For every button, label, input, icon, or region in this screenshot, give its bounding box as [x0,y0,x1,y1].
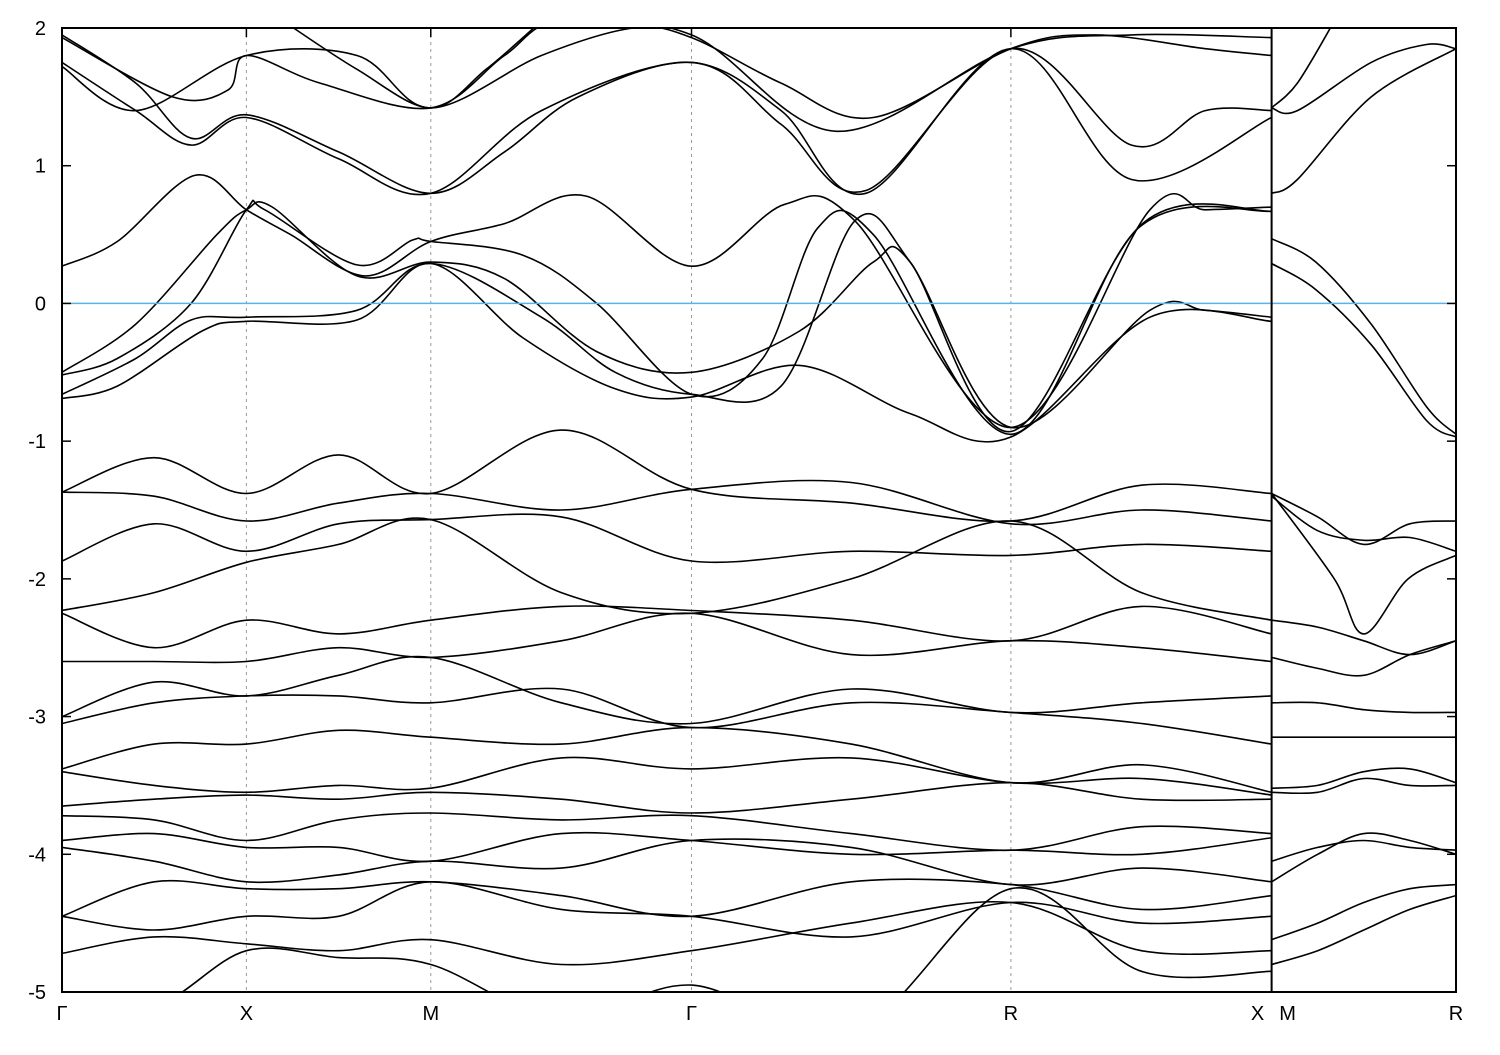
band-line [62,174,1272,429]
band-line [62,687,1272,745]
band-line-m-r [1271,43,1456,115]
band-line [62,201,1272,433]
bands [62,28,1456,992]
band-line [62,781,1272,814]
band-line [62,831,1272,863]
band-line-m-r [1271,28,1332,109]
band-line [62,901,1272,966]
band-line [62,517,1272,621]
band-line [62,429,1272,523]
band-line [292,28,535,109]
band-line [62,199,1272,436]
band-line [62,612,1272,664]
y-axis: 2 1 0 -1 -2 -3 -4 -5 [28,18,1456,1004]
y-tick-label: -1 [28,431,46,453]
band-line-m-r [1271,701,1456,714]
band-line [62,34,1272,196]
band-line-m-r [1270,493,1456,635]
x-tick-label: Γ [686,1003,697,1025]
band-line [62,838,1272,886]
x-tick-label: R [1449,1003,1463,1025]
y-tick-label: -3 [28,707,46,729]
plot-frame [61,27,1457,993]
y-tick-label: -2 [28,569,46,591]
x-tick-label: Γ [56,1003,67,1025]
band-line-m-r [1271,839,1456,862]
band-line-m-r [1271,237,1456,435]
band-line-m-r [1271,894,1456,966]
band-line [62,479,1272,526]
band-line-m-r [1271,767,1456,789]
band-line [62,878,1272,918]
x-tick-label: M [422,1003,439,1025]
x-tick-label: X [240,1003,253,1025]
y-tick-label: -4 [28,844,46,866]
y-tick-label: 2 [35,18,46,40]
band-line-m-r [1271,495,1456,553]
band-line-m-r [1271,619,1456,656]
band-line-m-r [1271,492,1456,546]
band-line [62,756,1272,796]
band-line [62,28,1272,133]
band-line-m-r [1271,832,1456,883]
band-line [62,880,1272,938]
x-tick-label: M [1279,1003,1296,1025]
band-line-m-r [1271,262,1456,438]
band-line-m-r [1271,883,1456,941]
band-line [62,28,1272,120]
band-line [62,655,1272,725]
band-line-m-r [1271,777,1456,795]
y-tick-label: -5 [28,982,46,1004]
band-line [62,513,1272,564]
band-line [62,262,1272,443]
band-line [62,213,1272,429]
x-tick-label: R [1004,1003,1018,1025]
band-line-m-r [1271,640,1456,677]
band-line [62,887,1272,992]
band-line [62,726,1272,794]
band-line [62,605,1272,649]
band-line-m-r [1271,48,1456,195]
band-line [62,47,1272,196]
y-tick-label: 0 [35,293,46,315]
x-tick-label: X [1251,1003,1264,1025]
band-line [62,812,1272,852]
y-tick-label: 1 [35,156,46,178]
